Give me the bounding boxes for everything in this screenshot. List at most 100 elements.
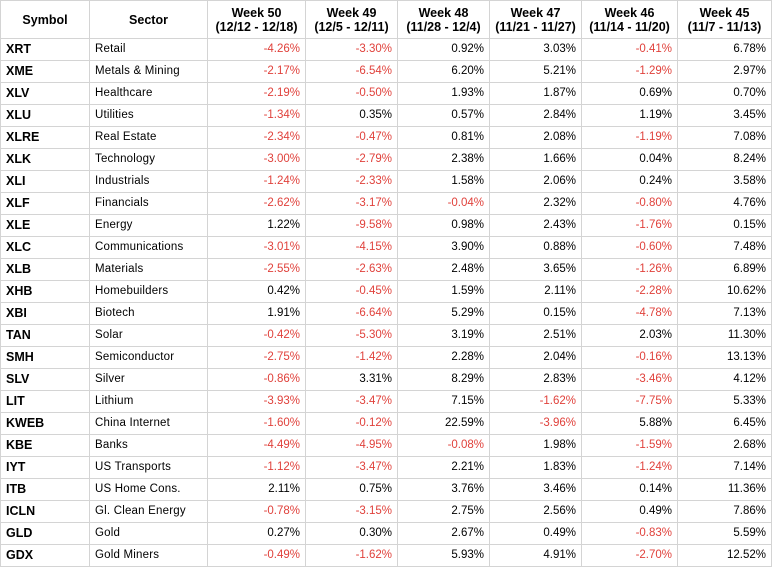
symbol-cell: KWEB xyxy=(0,412,90,435)
weekly-return-cell: -3.15% xyxy=(305,500,398,523)
header-sector-label: Sector xyxy=(129,12,168,27)
symbol-cell: LIT xyxy=(0,390,90,413)
weekly-return-cell: 6.45% xyxy=(677,412,772,435)
weekly-return-cell: -1.19% xyxy=(581,126,678,149)
symbol-cell: ICLN xyxy=(0,500,90,523)
weekly-return-cell: 2.68% xyxy=(677,434,772,457)
symbol-cell: SMH xyxy=(0,346,90,369)
sector-cell: Silver xyxy=(89,368,208,391)
symbol-cell: XME xyxy=(0,60,90,83)
weekly-return-cell: 7.86% xyxy=(677,500,772,523)
weekly-return-cell: -6.54% xyxy=(305,60,398,83)
table-row: XLK Technology -3.00% -2.79% 2.38% 1.66% 0.04%… xyxy=(0,148,772,171)
sector-cell: Industrials xyxy=(89,170,208,193)
weekly-return-cell: -3.93% xyxy=(207,390,306,413)
weekly-return-cell: -6.64% xyxy=(305,302,398,325)
weekly-return-cell: 3.76% xyxy=(397,478,490,501)
weekly-return-cell: 1.83% xyxy=(489,456,582,479)
weekly-return-cell: -0.80% xyxy=(581,192,678,215)
weekly-return-cell: 5.33% xyxy=(677,390,772,413)
sector-cell: US Transports xyxy=(89,456,208,479)
weekly-return-cell: -0.49% xyxy=(207,544,306,567)
header-symbol-label: Symbol xyxy=(22,12,68,27)
weekly-return-cell: 7.08% xyxy=(677,126,772,149)
sector-cell: Retail xyxy=(89,38,208,61)
weekly-return-cell: -0.45% xyxy=(305,280,398,303)
sector-cell: Materials xyxy=(89,258,208,281)
header-week-47: Week 47 (11/21 - 11/27) xyxy=(489,0,582,39)
symbol-cell: XHB xyxy=(0,280,90,303)
weekly-return-cell: -1.24% xyxy=(207,170,306,193)
symbol-cell: KBE xyxy=(0,434,90,457)
table-row: SLV Silver -0.86% 3.31% 8.29% 2.83% -3.46% 4.12… xyxy=(0,368,772,391)
weekly-return-cell: 0.75% xyxy=(305,478,398,501)
weekly-return-cell: 0.92% xyxy=(397,38,490,61)
table-row: XRT Retail -4.26% -3.30% 0.92% 3.03% -0.41% 6.7… xyxy=(0,38,772,61)
weekly-return-cell: 2.84% xyxy=(489,104,582,127)
weekly-return-cell: 0.98% xyxy=(397,214,490,237)
weekly-return-cell: 13.13% xyxy=(677,346,772,369)
weekly-return-cell: -2.70% xyxy=(581,544,678,567)
weekly-return-cell: -1.12% xyxy=(207,456,306,479)
weekly-return-cell: -2.33% xyxy=(305,170,398,193)
weekly-return-cell: -1.26% xyxy=(581,258,678,281)
table-row: ITB US Home Cons. 2.11% 0.75% 3.76% 3.46% 0.14… xyxy=(0,478,772,501)
weekly-return-cell: 2.11% xyxy=(207,478,306,501)
symbol-cell: TAN xyxy=(0,324,90,347)
weekly-return-cell: 3.03% xyxy=(489,38,582,61)
table-row: XLRE Real Estate -2.34% -0.47% 0.81% 2.08% -1.… xyxy=(0,126,772,149)
weekly-return-cell: 1.22% xyxy=(207,214,306,237)
table-row: XLV Healthcare -2.19% -0.50% 1.93% 1.87% 0.69%… xyxy=(0,82,772,105)
weekly-return-cell: 0.15% xyxy=(677,214,772,237)
header-week-range: (11/7 - 11/13) xyxy=(687,19,762,34)
header-week-label: Week 48 xyxy=(418,5,469,20)
weekly-return-cell: -0.41% xyxy=(581,38,678,61)
weekly-return-cell: -4.15% xyxy=(305,236,398,259)
weekly-return-cell: -1.24% xyxy=(581,456,678,479)
symbol-cell: XLU xyxy=(0,104,90,127)
table-row: KWEB China Internet -1.60% -0.12% 22.59% -3.9… xyxy=(0,412,772,435)
weekly-return-cell: -0.04% xyxy=(397,192,490,215)
weekly-return-cell: 6.78% xyxy=(677,38,772,61)
weekly-return-cell: 4.12% xyxy=(677,368,772,391)
weekly-return-cell: 22.59% xyxy=(397,412,490,435)
weekly-return-cell: 2.48% xyxy=(397,258,490,281)
sector-cell: Utilities xyxy=(89,104,208,127)
sector-cell: Semiconductor xyxy=(89,346,208,369)
symbol-cell: XLF xyxy=(0,192,90,215)
sector-cell: Communications xyxy=(89,236,208,259)
weekly-return-cell: 0.27% xyxy=(207,522,306,545)
weekly-return-cell: -3.96% xyxy=(489,412,582,435)
header-week-48: Week 48 (11/28 - 12/4) xyxy=(397,0,490,39)
table-body: XRT Retail -4.26% -3.30% 0.92% 3.03% -0.41% 6.7… xyxy=(0,38,772,567)
weekly-return-cell: 2.97% xyxy=(677,60,772,83)
weekly-return-cell: 2.75% xyxy=(397,500,490,523)
table-row: XLB Materials -2.55% -2.63% 2.48% 3.65% -1.26%… xyxy=(0,258,772,281)
weekly-return-cell: -1.60% xyxy=(207,412,306,435)
weekly-return-cell: -2.75% xyxy=(207,346,306,369)
weekly-return-cell: -0.16% xyxy=(581,346,678,369)
weekly-return-cell: 8.24% xyxy=(677,148,772,171)
weekly-return-cell: 5.59% xyxy=(677,522,772,545)
symbol-cell: XBI xyxy=(0,302,90,325)
weekly-return-cell: 0.70% xyxy=(677,82,772,105)
weekly-return-cell: -1.34% xyxy=(207,104,306,127)
weekly-return-cell: 2.51% xyxy=(489,324,582,347)
weekly-return-cell: 2.56% xyxy=(489,500,582,523)
table-row: XBI Biotech 1.91% -6.64% 5.29% 0.15% -4.78% 7.1… xyxy=(0,302,772,325)
header-week-range: (12/12 - 12/18) xyxy=(215,19,298,34)
weekly-return-cell: -2.34% xyxy=(207,126,306,149)
symbol-cell: XLB xyxy=(0,258,90,281)
sector-cell: Technology xyxy=(89,148,208,171)
symbol-cell: XRT xyxy=(0,38,90,61)
weekly-return-cell: -4.49% xyxy=(207,434,306,457)
weekly-return-cell: -1.59% xyxy=(581,434,678,457)
table-row: ICLN Gl. Clean Energy -0.78% -3.15% 2.75% 2.5… xyxy=(0,500,772,523)
weekly-return-cell: -0.12% xyxy=(305,412,398,435)
table-row: XLC Communications -3.01% -4.15% 3.90% 0.88% -… xyxy=(0,236,772,259)
weekly-return-cell: 1.87% xyxy=(489,82,582,105)
weekly-return-cell: -3.30% xyxy=(305,38,398,61)
weekly-return-cell: 2.04% xyxy=(489,346,582,369)
weekly-return-cell: 0.42% xyxy=(207,280,306,303)
header-week-46: Week 46 (11/14 - 11/20) xyxy=(581,0,678,39)
